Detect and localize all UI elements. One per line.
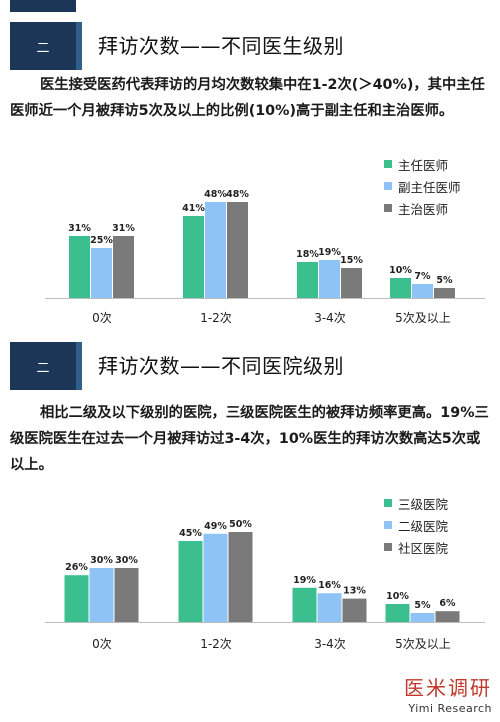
badge-accent bbox=[76, 22, 82, 70]
legend-item: 主治医师 bbox=[384, 197, 461, 219]
chart-hospital-level: 26% 30% 30% 0次 45% 49% 50% 1-2次 19% 16% 13% 3-4次 10%… bbox=[10, 490, 490, 660]
bar-2-1 bbox=[91, 248, 112, 298]
section-paragraph-hospital-level: 相比二级及以下级别的医院，三级医院医生的被拜访频率更高。19%三级医院医生在过去… bbox=[10, 405, 489, 473]
bar-2-2 bbox=[203, 533, 228, 622]
data-label: 5% bbox=[436, 275, 453, 286]
bar-2-1 bbox=[89, 568, 114, 622]
legend-label: 主治医师 bbox=[398, 201, 449, 217]
bar-2-3 bbox=[319, 260, 340, 298]
legend-item: 副主任医师 bbox=[384, 175, 461, 197]
chart-legend: 主任医师副主任医师主治医师 bbox=[384, 153, 461, 219]
legend-swatch bbox=[384, 160, 392, 168]
data-label: 16% bbox=[318, 580, 341, 591]
data-label: 30% bbox=[115, 555, 138, 566]
section-title-doctor-level: 拜访次数——不同医生级别 bbox=[98, 34, 344, 58]
category-label: 3-4次 bbox=[314, 311, 346, 325]
data-label: 18% bbox=[296, 249, 319, 260]
legend-swatch bbox=[384, 499, 392, 507]
bar-1-4 bbox=[390, 278, 411, 298]
legend-swatch bbox=[384, 204, 392, 212]
bar-3-4 bbox=[435, 611, 460, 622]
bar-3-2 bbox=[227, 202, 248, 298]
data-label: 19% bbox=[293, 575, 316, 586]
section-badge: 二 bbox=[10, 342, 76, 390]
bar-1-1 bbox=[69, 236, 90, 298]
data-label: 15% bbox=[340, 255, 363, 266]
data-label: 48% bbox=[226, 189, 249, 200]
category-label: 5次及以上 bbox=[395, 637, 451, 651]
bar-3-1 bbox=[114, 568, 139, 622]
section-title-hospital-level: 拜访次数——不同医院级别 bbox=[98, 354, 344, 378]
bar-2-4 bbox=[410, 613, 435, 622]
category-label: 1-2次 bbox=[200, 637, 232, 651]
bar-3-3 bbox=[342, 598, 367, 622]
data-label: 45% bbox=[179, 528, 202, 539]
category-label: 0次 bbox=[92, 311, 112, 325]
chart-legend: 三级医院二级医院社区医院 bbox=[384, 492, 448, 558]
legend-swatch bbox=[384, 543, 392, 551]
bar-1-3 bbox=[297, 262, 318, 298]
data-label: 26% bbox=[65, 562, 88, 573]
data-label: 19% bbox=[318, 247, 341, 258]
legend-item: 主任医师 bbox=[384, 153, 461, 175]
section-badge: 二 bbox=[10, 22, 76, 70]
chart-doctor-level-svg: 31%25%31% 0次 41% 48% 48% 1-2次 18% 19%15% 3-4次 10%… bbox=[45, 189, 485, 325]
data-label: 48% bbox=[204, 189, 227, 200]
bar-1-2 bbox=[183, 216, 204, 298]
data-label: 5% bbox=[414, 600, 431, 611]
data-label: 7% bbox=[414, 271, 431, 282]
bar-1-2 bbox=[178, 541, 203, 622]
bar-3-1 bbox=[113, 236, 134, 298]
data-label: 41% bbox=[182, 203, 205, 214]
legend-item: 三级医院 bbox=[384, 492, 448, 514]
data-label: 31% bbox=[112, 223, 135, 234]
bar-3-2 bbox=[228, 532, 253, 622]
category-label: 1-2次 bbox=[200, 311, 232, 325]
bar-2-3 bbox=[317, 593, 342, 622]
data-label: 49% bbox=[204, 521, 227, 532]
section-paragraph-doctor-level: 医生接受医药代表拜访的月均次数较集中在1-2次(＞40%)，其中主任医师近一个月… bbox=[10, 77, 485, 119]
badge-accent bbox=[76, 342, 82, 390]
category-label: 0次 bbox=[92, 637, 112, 651]
bar-3-4 bbox=[434, 288, 455, 298]
bar-1-4 bbox=[385, 604, 410, 622]
bar-2-2 bbox=[205, 202, 226, 298]
bar-2-4 bbox=[412, 284, 433, 298]
legend-item: 社区医院 bbox=[384, 536, 448, 558]
legend-label: 社区医院 bbox=[398, 540, 449, 556]
section-badge-label: 二 bbox=[36, 40, 50, 56]
brand-name-cn: 医米调研 bbox=[404, 676, 492, 700]
legend-label: 三级医院 bbox=[398, 496, 449, 512]
data-label: 30% bbox=[90, 555, 113, 566]
legend-label: 二级医院 bbox=[398, 518, 449, 534]
brand-name-en: Yimi Research bbox=[408, 702, 492, 715]
legend-item: 二级医院 bbox=[384, 514, 448, 536]
legend-label: 副主任医师 bbox=[398, 179, 461, 195]
bar-3-3 bbox=[341, 268, 362, 298]
legend-label: 主任医师 bbox=[398, 157, 449, 173]
bar-1-3 bbox=[292, 587, 317, 622]
data-label: 6% bbox=[439, 598, 456, 609]
bar-1-1 bbox=[64, 575, 89, 622]
category-label: 3-4次 bbox=[314, 637, 346, 651]
brand-logo: 医米调研 Yimi Research bbox=[402, 672, 492, 715]
section-badge-label: 二 bbox=[36, 360, 50, 376]
legend-swatch bbox=[384, 182, 392, 190]
category-label: 5次及以上 bbox=[395, 311, 451, 325]
data-label: 31% bbox=[68, 223, 91, 234]
data-label: 10% bbox=[389, 265, 412, 276]
data-label: 50% bbox=[229, 519, 252, 530]
data-label: 10% bbox=[386, 591, 409, 602]
data-label: 25% bbox=[90, 235, 113, 246]
chart-doctor-level: 31% 25% 31% 0次 41% 48% 48% 1-2次 18% 19% 15% 3-4次 10%… bbox=[10, 150, 490, 335]
top-header-bar bbox=[10, 0, 76, 12]
data-label: 13% bbox=[343, 586, 366, 597]
legend-swatch bbox=[384, 521, 392, 529]
